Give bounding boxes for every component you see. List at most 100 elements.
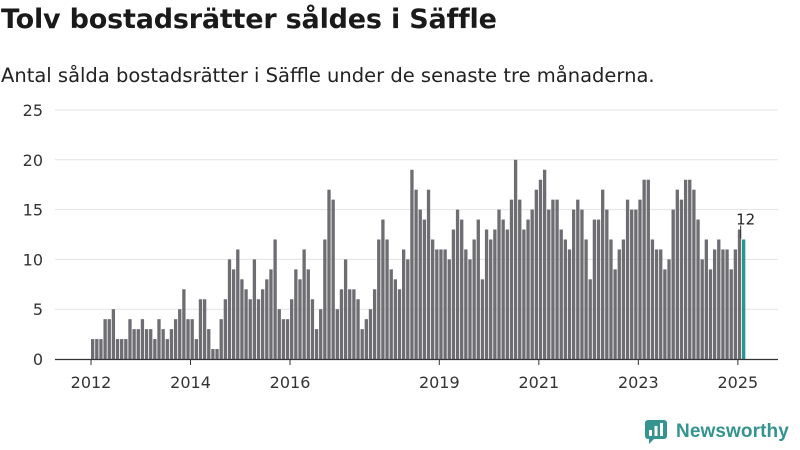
bar [194, 339, 198, 359]
bar [621, 239, 626, 359]
bar [178, 309, 182, 359]
bar [472, 239, 476, 359]
bar [654, 249, 659, 359]
bar [111, 309, 116, 359]
bar [128, 319, 132, 359]
bar [331, 199, 335, 359]
bar [124, 339, 128, 359]
bar [484, 229, 489, 359]
bar [244, 289, 248, 359]
bar [704, 239, 708, 359]
bar [642, 179, 646, 359]
bar [729, 269, 733, 359]
bar [302, 249, 306, 359]
bar [207, 329, 211, 359]
bar [588, 279, 592, 359]
y-axis: 0 5 10 15 20 25 [23, 101, 43, 369]
bar [186, 319, 190, 359]
bar [688, 179, 692, 359]
bar [157, 319, 161, 359]
bar [679, 199, 684, 359]
bar [236, 249, 240, 359]
bar [675, 189, 679, 359]
bar [215, 349, 219, 359]
bar [584, 239, 588, 359]
bar [294, 269, 298, 359]
bar [571, 209, 576, 359]
brand-name: Newsworthy [676, 421, 789, 442]
bar [534, 189, 538, 359]
bar [551, 199, 555, 359]
bar [149, 329, 153, 359]
y-tick-label: 0 [33, 350, 43, 369]
chart-title: Tolv bostadsrätter såldes i Säffle [1, 4, 497, 35]
bar [277, 309, 281, 359]
bar [576, 199, 580, 359]
newsworthy-logo: Newsworthy [644, 419, 789, 445]
bars [91, 159, 746, 359]
bar [211, 349, 215, 359]
x-tick-label: 2023 [618, 373, 659, 392]
bar [368, 309, 373, 359]
bar [480, 279, 485, 359]
bar [306, 269, 310, 359]
bar [153, 339, 157, 359]
bar [505, 229, 509, 359]
bar [563, 239, 568, 359]
bar [460, 219, 464, 359]
bar [310, 299, 315, 359]
bar [455, 209, 460, 359]
bar [542, 169, 547, 359]
bar [418, 209, 422, 359]
bar [173, 319, 178, 359]
bar [240, 279, 244, 359]
newsworthy-logo-icon [645, 420, 667, 444]
bar [314, 329, 319, 359]
bar [580, 209, 584, 359]
bar [165, 339, 169, 359]
bar [464, 249, 468, 359]
bar [169, 329, 174, 359]
bar [596, 219, 601, 359]
bar [290, 299, 294, 359]
bar [497, 209, 501, 359]
bar [103, 319, 107, 359]
bar [422, 219, 427, 359]
bar [526, 219, 530, 359]
bar [356, 299, 360, 359]
bar [393, 279, 398, 359]
bar [513, 159, 518, 359]
bar [468, 259, 472, 359]
bar [617, 249, 621, 359]
bar [95, 339, 99, 359]
bar [518, 199, 522, 359]
bar [592, 219, 597, 359]
chart-subtitle: Antal sålda bostadsrätter i Säffle under… [1, 64, 655, 87]
x-axis: 2012 2014 2016 2019 2021 2023 2025 [55, 358, 778, 392]
x-tick-label: 2014 [170, 373, 211, 392]
bar [182, 289, 186, 359]
bar [439, 249, 443, 359]
bar [708, 269, 713, 359]
x-tick-label: 2019 [419, 373, 460, 392]
y-tick-label: 15 [23, 201, 43, 220]
bar [161, 329, 165, 359]
bar [136, 329, 140, 359]
bar [410, 169, 414, 359]
bar [646, 179, 650, 359]
last-value-label: 12 [736, 210, 755, 228]
bar [406, 259, 410, 359]
bar [501, 219, 505, 359]
bar [431, 239, 435, 359]
bar [609, 239, 613, 359]
bar [476, 219, 480, 359]
bar [493, 229, 497, 359]
bar [381, 219, 385, 359]
bar [190, 319, 194, 359]
bar [712, 249, 717, 359]
x-tick-label: 2025 [717, 373, 758, 392]
bar [426, 189, 431, 359]
bar [298, 279, 302, 359]
bar [650, 239, 655, 359]
